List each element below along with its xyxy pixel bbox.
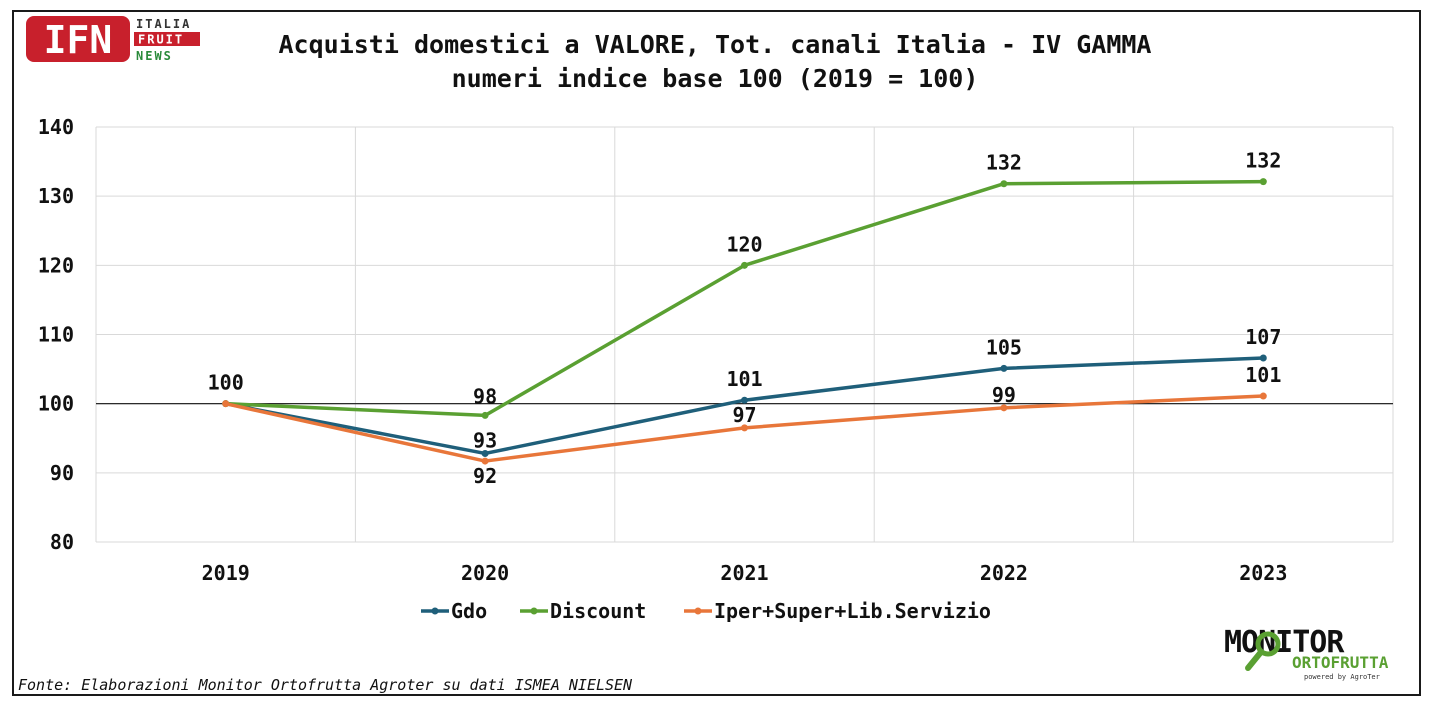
ifn-logo: IFN ITALIA FRUIT NEWS bbox=[26, 16, 200, 63]
grid-lines bbox=[95, 126, 1394, 543]
chart-title: Acquisti domestici a VALORE, Tot. canali… bbox=[278, 30, 1152, 59]
data-point-discount bbox=[1259, 178, 1267, 186]
data-point-discount bbox=[481, 411, 489, 419]
data-point-discount bbox=[741, 261, 748, 269]
data-label-gdo: 100 bbox=[208, 371, 244, 395]
x-tick-label: 2021 bbox=[720, 561, 768, 585]
data-point-gdo bbox=[1000, 364, 1008, 372]
x-axis-ticks: 2019 2020 2021 2022 2023 bbox=[202, 561, 1288, 585]
source-note: Fonte: Elaborazioni Monitor Ortofrutta A… bbox=[18, 676, 633, 694]
data-label-discount: 132 bbox=[1245, 149, 1281, 173]
data-point-discount bbox=[1000, 180, 1008, 188]
ifn-logo-mark: IFN bbox=[44, 18, 113, 62]
legend-label-discount: Discount bbox=[550, 599, 646, 623]
y-tick-label: 140 bbox=[38, 115, 74, 139]
chart-frame bbox=[12, 10, 1421, 696]
legend-marker-iper bbox=[694, 607, 702, 615]
monitor-logo-line3: powered by AgroTer bbox=[1304, 673, 1380, 681]
ifn-logo-line3: NEWS bbox=[136, 49, 173, 63]
x-tick-label: 2022 bbox=[980, 561, 1028, 585]
y-tick-label: 100 bbox=[38, 392, 74, 416]
data-label-iper: 101 bbox=[1245, 363, 1281, 387]
data-point-iper bbox=[222, 400, 230, 408]
data-label-discount: 132 bbox=[986, 151, 1022, 175]
legend-label-gdo: Gdo bbox=[451, 599, 487, 623]
y-tick-label: 130 bbox=[38, 184, 74, 208]
y-tick-label: 90 bbox=[50, 461, 74, 485]
data-label-gdo: 107 bbox=[1245, 325, 1281, 349]
data-label-iper: 99 bbox=[992, 383, 1016, 407]
data-label-gdo: 101 bbox=[726, 367, 762, 391]
chart-subtitle: numeri indice base 100 (2019 = 100) bbox=[451, 64, 979, 93]
x-tick-label: 2020 bbox=[461, 561, 509, 585]
ifn-logo-background bbox=[26, 16, 130, 62]
ifn-logo-line1: ITALIA bbox=[136, 17, 191, 31]
data-label-gdo: 105 bbox=[986, 335, 1022, 359]
x-tick-label: 2019 bbox=[202, 561, 250, 585]
data-point-gdo bbox=[1259, 354, 1267, 362]
monitor-logo-line1: MONITOR bbox=[1224, 625, 1345, 660]
legend-label-iper: Iper+Super+Lib.Servizio bbox=[714, 599, 991, 623]
ifn-logo-line2: FRUIT bbox=[138, 33, 184, 47]
monitor-ortofrutta-logo: MONITOR ORTOFRUTTA powered by AgroTer bbox=[1224, 625, 1389, 681]
data-point-gdo bbox=[741, 396, 748, 404]
ifn-logo-band bbox=[134, 32, 200, 46]
x-tick-label: 2023 bbox=[1239, 561, 1287, 585]
y-tick-label: 120 bbox=[38, 253, 74, 277]
data-point-gdo bbox=[481, 449, 489, 457]
data-label-discount: 98 bbox=[473, 384, 497, 408]
monitor-logo-line2: ORTOFRUTTA bbox=[1292, 653, 1389, 672]
data-label-iper: 92 bbox=[473, 464, 497, 488]
legend-marker-gdo bbox=[431, 607, 439, 615]
magnifier-icon bbox=[1255, 631, 1281, 657]
data-label-discount: 120 bbox=[726, 232, 762, 256]
legend: Gdo Discount Iper+Super+Lib.Servizio bbox=[421, 599, 991, 623]
data-label-gdo: 93 bbox=[473, 428, 497, 452]
data-point-iper bbox=[1000, 404, 1008, 412]
data-labels: 100 93 101 105 107 98 120 132 132 92 97 99 101 bbox=[208, 149, 1282, 488]
data-label-iper: 97 bbox=[732, 403, 756, 427]
y-tick-label: 110 bbox=[38, 323, 74, 347]
y-axis-ticks: 80 90 100 110 120 130 140 bbox=[38, 115, 74, 554]
y-tick-label: 80 bbox=[50, 530, 74, 554]
series-lines bbox=[222, 178, 1267, 465]
data-point-iper bbox=[741, 424, 748, 432]
legend-marker-discount bbox=[530, 607, 538, 615]
data-point-iper bbox=[1259, 392, 1267, 400]
data-point-iper bbox=[481, 457, 489, 465]
